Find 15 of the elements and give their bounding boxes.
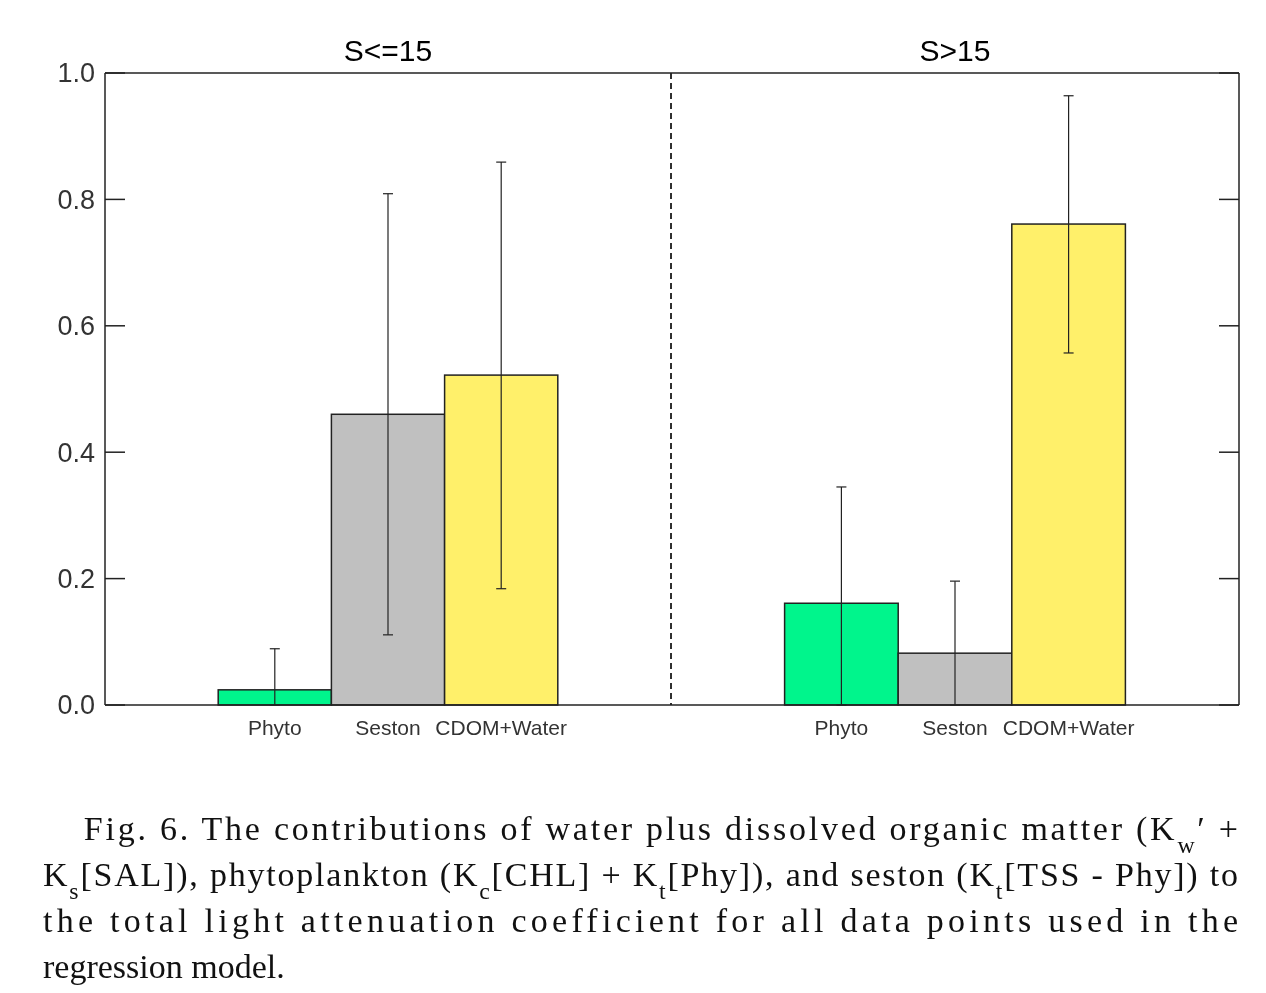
x-tick-label: CDOM+Water <box>1002 716 1135 739</box>
x-tick-label: Phyto <box>247 716 302 739</box>
y-tick-label: 0.8 <box>57 184 95 215</box>
y-tick-label: 1.0 <box>57 58 95 89</box>
x-tick-label: Seston <box>355 716 421 739</box>
chart-title: S<=15 <box>343 34 433 67</box>
y-tick-label: 0.4 <box>57 437 95 468</box>
x-tick-label: Seston <box>922 716 988 739</box>
x-tick-label: Phyto <box>814 716 869 739</box>
x-tick-label: CDOM+Water <box>435 716 568 739</box>
text: Fig. 6. The contributions of water plus dissolved organic matter (K$_{w}$′ + K$_{s}$[SAL]), phytoplankton (K$_{c}$[CHL] + K$_{t}$[Phy]), and seston (K$_{t}$[TSS - Phy]) to the total light attenuation coefficient for all data points used in the regression model. <box>43 810 1238 985</box>
y-tick-label: 0.2 <box>57 564 95 595</box>
chart-title: S>15 <box>919 34 991 67</box>
y-tick-label: 0.0 <box>57 690 95 721</box>
y-tick-label: 0.6 <box>57 311 95 342</box>
